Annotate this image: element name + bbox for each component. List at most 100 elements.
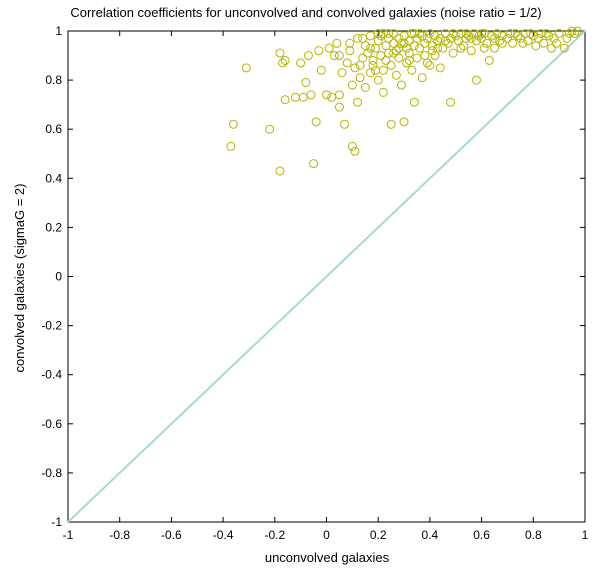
data-point <box>435 63 445 73</box>
data-point <box>280 55 290 65</box>
data-point <box>477 33 487 43</box>
data-point <box>427 41 437 51</box>
x-tick-label: -0.8 <box>109 528 130 542</box>
data-point <box>355 60 365 70</box>
data-point <box>508 38 518 48</box>
data-point <box>241 63 251 73</box>
data-point <box>360 82 370 92</box>
data-point <box>298 92 308 102</box>
data-point <box>334 90 344 100</box>
data-point <box>409 97 419 107</box>
data-point <box>347 80 357 90</box>
data-point <box>531 41 541 51</box>
data-point <box>546 43 556 53</box>
data-point <box>342 58 352 68</box>
data-point <box>497 38 507 48</box>
data-point <box>464 31 474 41</box>
x-tick-label: -0.2 <box>264 528 285 542</box>
data-point <box>471 36 481 46</box>
data-point <box>365 31 375 41</box>
data-point <box>389 48 399 58</box>
x-tick-label: 0 <box>323 528 330 542</box>
data-point <box>394 43 404 53</box>
data-point <box>373 36 383 46</box>
data-point <box>394 33 404 43</box>
data-point <box>329 51 339 61</box>
data-point <box>353 33 363 43</box>
data-point <box>389 28 399 38</box>
y-tick-label: 0.8 <box>45 73 62 87</box>
data-point <box>384 33 394 43</box>
y-tick-label: 0.6 <box>45 122 62 136</box>
data-point <box>461 33 471 43</box>
y-tick-label: 0.2 <box>45 220 62 234</box>
chart-title: Correlation coefficients for unconvolved… <box>70 5 541 20</box>
data-point <box>358 53 368 63</box>
data-point <box>399 31 409 41</box>
data-point <box>226 141 236 151</box>
y-axis-label: convolved galaxies (sigmaG = 2) <box>12 184 27 373</box>
data-point <box>365 68 375 78</box>
data-point <box>386 60 396 70</box>
data-point <box>389 38 399 48</box>
data-point <box>430 31 440 41</box>
data-point <box>334 51 344 61</box>
data-point <box>350 63 360 73</box>
data-point <box>311 117 321 127</box>
x-tick-label: -0.6 <box>161 528 182 542</box>
data-point <box>404 36 414 46</box>
data-point <box>412 33 422 43</box>
data-point <box>510 28 520 38</box>
data-point <box>386 119 396 129</box>
data-point <box>280 95 290 105</box>
data-point <box>562 33 572 43</box>
data-point <box>360 41 370 51</box>
x-axis-label: unconvolved galaxies <box>265 550 390 565</box>
data-point <box>425 28 435 38</box>
data-point <box>275 166 285 176</box>
data-point <box>407 65 417 75</box>
data-point <box>420 51 430 61</box>
data-point <box>391 70 401 80</box>
y-tick-label: -0.8 <box>41 466 62 480</box>
data-point <box>373 28 383 38</box>
x-tick-label: -1 <box>63 528 74 542</box>
data-point <box>461 28 471 38</box>
data-point <box>399 38 409 48</box>
data-point <box>446 33 456 43</box>
data-point <box>381 41 391 51</box>
data-point <box>533 33 543 43</box>
data-point <box>381 55 391 65</box>
data-point <box>368 55 378 65</box>
data-point <box>275 48 285 58</box>
data-point <box>368 60 378 70</box>
data-point <box>394 53 404 63</box>
data-point <box>306 90 316 100</box>
data-point <box>314 46 324 56</box>
data-point <box>322 90 331 100</box>
data-point <box>378 65 388 75</box>
data-point <box>570 28 580 38</box>
reference-line <box>67 30 586 523</box>
y-tick-label: -0.4 <box>41 368 62 382</box>
data-point <box>435 33 445 43</box>
data-point <box>559 43 569 53</box>
y-tick-label: 0 <box>55 270 62 284</box>
data-point <box>350 146 360 156</box>
data-point <box>482 38 492 48</box>
data-point <box>228 119 238 129</box>
data-point <box>420 38 430 48</box>
data-point <box>484 55 494 65</box>
data-point <box>345 38 355 48</box>
data-point <box>399 117 409 127</box>
data-point <box>327 92 337 102</box>
data-point <box>365 43 375 53</box>
y-tick-label: 0.4 <box>45 171 62 185</box>
data-point <box>296 58 306 68</box>
data-point <box>415 28 425 38</box>
data-point <box>453 36 463 46</box>
data-point <box>425 60 435 70</box>
data-point <box>363 48 373 58</box>
data-point <box>422 33 432 43</box>
data-point <box>497 31 507 41</box>
